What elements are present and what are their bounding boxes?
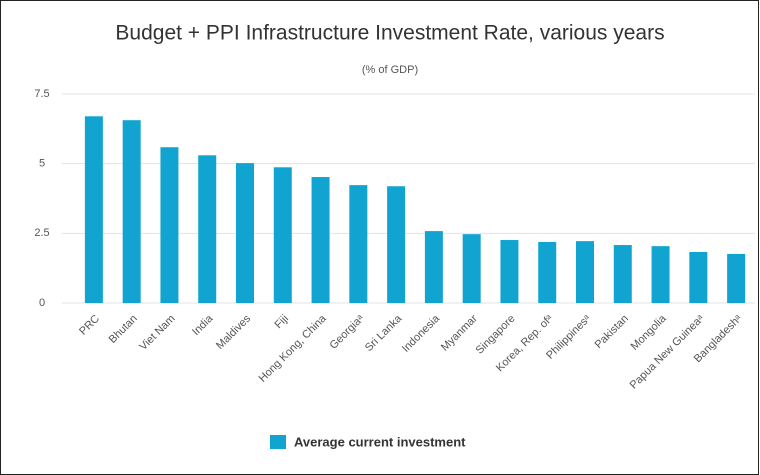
chart-title: Budget + PPI Infrastructure Investment R… bbox=[115, 22, 664, 45]
bar bbox=[387, 186, 406, 303]
chart-subtitle: (% of GDP) bbox=[362, 64, 418, 76]
legend-label: Average current investment bbox=[294, 434, 466, 449]
bar bbox=[273, 167, 292, 303]
bar bbox=[236, 163, 254, 303]
legend-swatch bbox=[270, 435, 286, 449]
bar bbox=[122, 120, 141, 303]
bar bbox=[311, 177, 330, 303]
bar bbox=[689, 252, 708, 303]
bar bbox=[198, 155, 217, 303]
bar bbox=[613, 245, 632, 303]
bar bbox=[727, 253, 746, 303]
bar bbox=[424, 231, 443, 303]
y-tick-label: 7.5 bbox=[34, 88, 49, 100]
y-tick-label: 2.5 bbox=[34, 227, 49, 239]
bar bbox=[160, 147, 179, 303]
bar bbox=[500, 240, 519, 303]
bar bbox=[576, 241, 594, 303]
bar bbox=[84, 116, 103, 303]
bar bbox=[349, 185, 368, 303]
bar bbox=[462, 234, 481, 303]
y-tick-label: 5 bbox=[39, 158, 45, 170]
bar bbox=[651, 246, 670, 303]
bar bbox=[538, 241, 557, 303]
y-tick-label: 0 bbox=[39, 297, 45, 309]
